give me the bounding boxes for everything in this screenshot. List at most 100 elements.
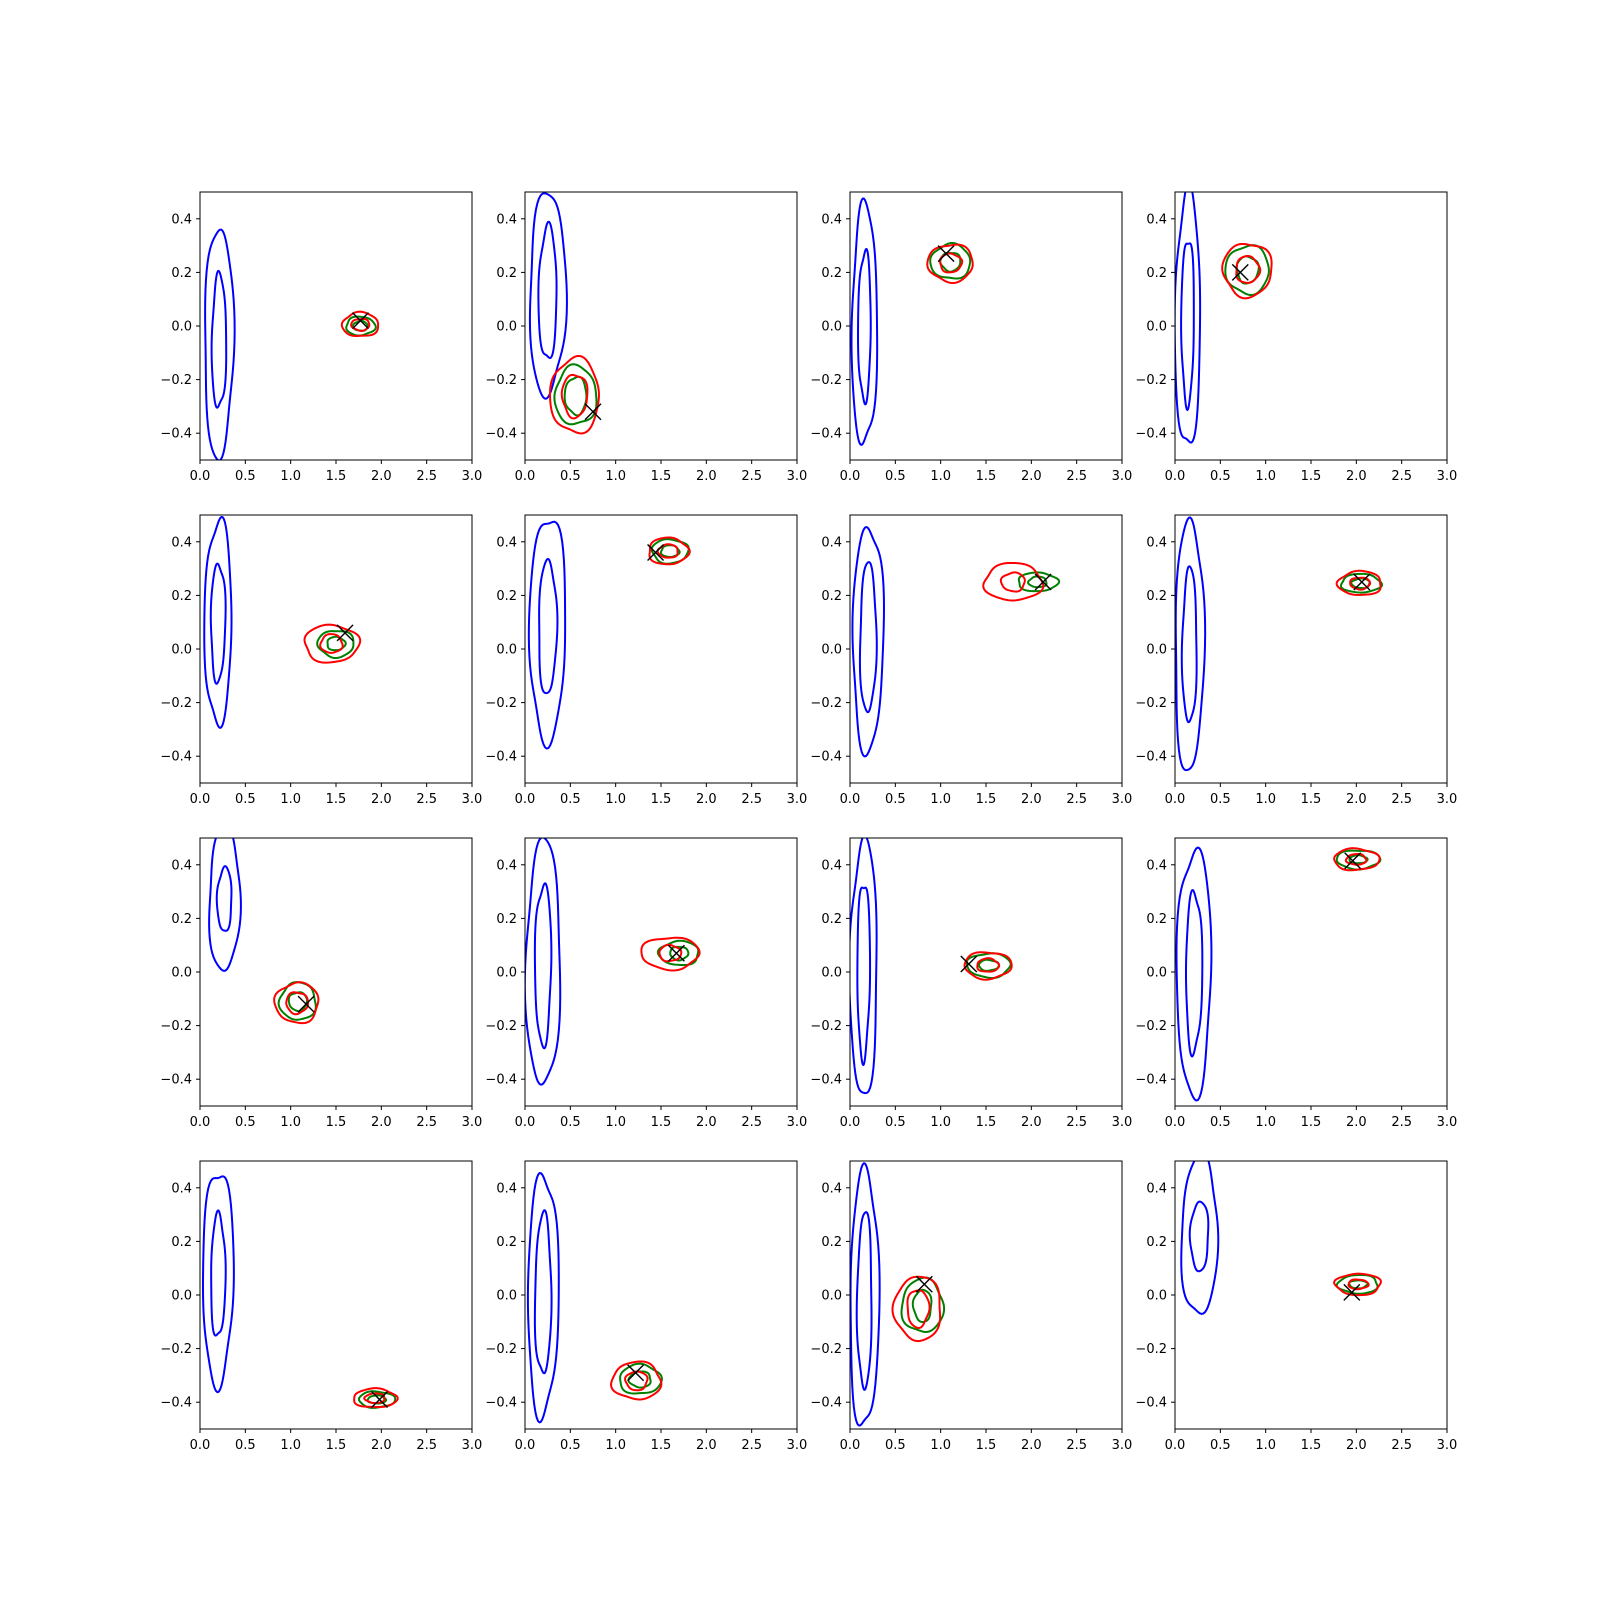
y-tick-label: 0.0 <box>171 1289 192 1304</box>
y-tick-label: 0.4 <box>821 535 842 550</box>
red-contour-inner <box>1347 1278 1370 1291</box>
y-tick-label: 0.0 <box>821 966 842 981</box>
y-tick-label: −0.2 <box>485 373 517 388</box>
x-marker <box>351 312 369 330</box>
x-marker <box>1344 852 1362 870</box>
red-contour-outer <box>610 1360 663 1401</box>
x-marker <box>627 1364 645 1382</box>
blue-contour-inner <box>1180 565 1198 724</box>
green-contour-inner <box>669 945 690 962</box>
axes-frame <box>849 514 1123 784</box>
x-tick-label: 2.0 <box>371 469 392 484</box>
subplot-2-1: 0.0 0.5 1.0 1.5 2.0 2.5 3.0 −0.4 −0.2 0.0 0.2 0.4 <box>160 514 482 807</box>
x-tick-label: 3.0 <box>1112 1115 1133 1130</box>
x-tick-label: 0.5 <box>885 1438 906 1453</box>
x-tick-label: 2.5 <box>1391 1438 1412 1453</box>
y-tick-label: −0.2 <box>1135 1019 1167 1034</box>
y-tick-label: 0.2 <box>1146 589 1167 604</box>
y-tick-label: −0.4 <box>810 1396 842 1411</box>
x-tick-label: 2.5 <box>1066 1115 1087 1130</box>
subplot-4-2: 0.0 0.5 1.0 1.5 2.0 2.5 3.0 −0.4 −0.2 0.0 0.2 0.4 <box>485 1160 807 1453</box>
y-tick-label: 0.0 <box>821 1289 842 1304</box>
green-contour-outer <box>553 363 598 426</box>
red-contour-inner <box>976 957 1001 973</box>
x-tick-label: 1.0 <box>280 1438 301 1453</box>
y-tick-label: 0.4 <box>821 212 842 227</box>
plot-area <box>204 228 380 460</box>
y-tick-label: 0.2 <box>171 912 192 927</box>
red-contour-outer <box>340 310 380 337</box>
axes-frame <box>524 837 798 1107</box>
x-tick-label: 2.0 <box>1346 1115 1367 1130</box>
x-marker <box>584 403 602 421</box>
red-contour-inner <box>285 991 310 1016</box>
x-tick-label: 0.0 <box>515 1438 536 1453</box>
y-tick-label: −0.2 <box>810 696 842 711</box>
x-marker <box>915 1275 933 1293</box>
plot-area <box>1180 1161 1382 1315</box>
y-tick-label: −0.4 <box>810 750 842 765</box>
y-tick-label: 0.4 <box>1146 1181 1167 1196</box>
x-tick-label: 0.0 <box>515 1115 536 1130</box>
y-tick-label: −0.2 <box>485 1342 517 1357</box>
y-tick-label: −0.4 <box>160 427 192 442</box>
x-tick-label: 1.0 <box>930 1438 951 1453</box>
blue-contour-outer <box>850 1162 881 1427</box>
green-contour-inner <box>1027 575 1048 589</box>
subplot-4-3: 0.0 0.5 1.0 1.5 2.0 2.5 3.0 −0.4 −0.2 0.0 0.2 0.4 <box>810 1160 1133 1453</box>
y-tick-label: 0.4 <box>1146 212 1167 227</box>
x-tick-label: 2.0 <box>1021 792 1042 807</box>
green-contour-outer <box>929 241 972 280</box>
y-tick-label: 0.2 <box>821 912 842 927</box>
y-tick-label: 0.2 <box>1146 1235 1167 1250</box>
plot-area <box>525 838 701 1086</box>
y-tick-label: 0.0 <box>171 966 192 981</box>
plot-area <box>1175 192 1273 444</box>
blue-contour-inner <box>1180 242 1195 412</box>
x-tick-label: 1.0 <box>280 792 301 807</box>
red-contour-outer <box>640 936 701 972</box>
x-tick-label: 1.0 <box>930 792 951 807</box>
blue-contour-outer <box>850 838 878 1095</box>
y-tick-label: 0.0 <box>1146 643 1167 658</box>
x-tick-label: 0.0 <box>190 1115 211 1130</box>
x-tick-label: 2.0 <box>1021 1438 1042 1453</box>
y-tick-label: 0.0 <box>496 966 517 981</box>
blue-contour-outer <box>528 192 568 400</box>
x-tick-label: 0.5 <box>235 792 256 807</box>
y-tick-label: −0.4 <box>485 1073 517 1088</box>
subplot-1-4: 0.0 0.5 1.0 1.5 2.0 2.5 3.0 −0.4 −0.2 0.0 0.2 0.4 <box>1135 191 1457 484</box>
subplot-4-4: 0.0 0.5 1.0 1.5 2.0 2.5 3.0 −0.4 −0.2 0.0 0.2 0.4 <box>1135 1160 1457 1453</box>
blue-contour-outer <box>850 197 879 446</box>
x-tick-label: 3.0 <box>1437 1115 1458 1130</box>
y-tick-label: 0.0 <box>496 1289 517 1304</box>
x-tick-label: 3.0 <box>1112 1438 1133 1453</box>
x-tick-label: 1.5 <box>326 792 347 807</box>
x-tick-label: 0.0 <box>515 469 536 484</box>
x-tick-label: 1.0 <box>280 469 301 484</box>
x-tick-label: 1.5 <box>1301 792 1322 807</box>
blue-contour-inner <box>855 1211 873 1391</box>
red-contour-inner <box>906 1289 931 1329</box>
x-tick-label: 2.5 <box>416 1438 437 1453</box>
subplot-2-2: 0.0 0.5 1.0 1.5 2.0 2.5 3.0 −0.4 −0.2 0.0 0.2 0.4 <box>485 514 807 807</box>
x-marker <box>1231 263 1249 281</box>
y-tick-label: 0.2 <box>171 589 192 604</box>
red-contour-outer <box>982 561 1045 602</box>
red-contour-outer <box>1221 242 1273 300</box>
plot-area <box>526 1172 663 1424</box>
x-tick-label: 1.0 <box>1255 792 1276 807</box>
y-tick-label: −0.4 <box>160 750 192 765</box>
blue-contour-inner <box>858 561 878 714</box>
x-tick-label: 2.5 <box>416 792 437 807</box>
x-tick-label: 2.0 <box>1346 469 1367 484</box>
y-tick-label: −0.4 <box>1135 427 1167 442</box>
x-tick-label: 2.0 <box>1021 1115 1042 1130</box>
x-tick-label: 3.0 <box>462 469 483 484</box>
subplot-3-1: 0.0 0.5 1.0 1.5 2.0 2.5 3.0 −0.4 −0.2 0.0 0.2 0.4 <box>160 837 482 1130</box>
green-contour-inner <box>977 958 1000 972</box>
y-tick-label: 0.0 <box>496 320 517 335</box>
subplot-1-1: 0.0 0.5 1.0 1.5 2.0 2.5 3.0 −0.4 −0.2 0.0 0.2 0.4 <box>160 191 483 484</box>
y-tick-label: 0.2 <box>1146 912 1167 927</box>
